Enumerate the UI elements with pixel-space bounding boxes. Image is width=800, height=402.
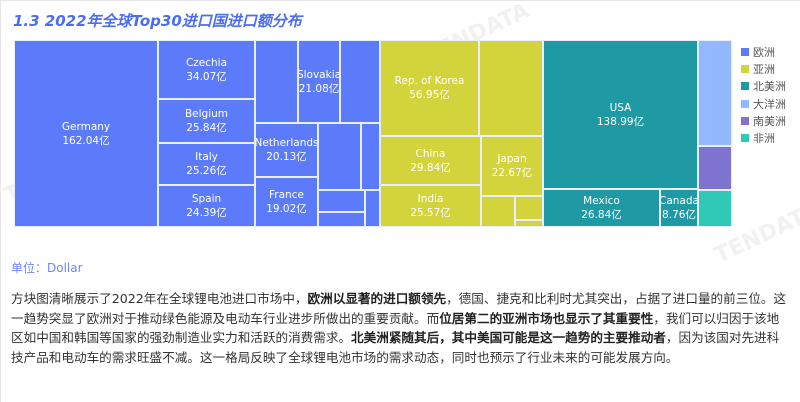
- cell-label: Belgium: [184, 108, 229, 120]
- treemap-cell[interactable]: China 29.84亿: [380, 136, 481, 185]
- legend-label: 北美洲: [753, 80, 786, 94]
- legend-swatch: [741, 82, 749, 91]
- chart-title: 1.3 2022年全球Top30进口国进口额分布: [13, 12, 302, 30]
- treemap-cell[interactable]: France 19.02亿: [255, 177, 318, 227]
- treemap-cell[interactable]: Czechia 34.07亿: [158, 40, 255, 99]
- cell-label: China: [415, 147, 446, 160]
- cell-label: USA: [609, 101, 632, 114]
- cell-value: 56.95亿: [409, 89, 450, 101]
- cell-value: 8.76亿: [662, 209, 696, 221]
- cell-value: 19.02亿: [266, 203, 307, 215]
- treemap-chart: Germany 162.04亿 Czechia 34.07亿 Belgium 25.84亿…: [1, 1, 800, 241]
- legend-label: 欧洲: [753, 45, 775, 59]
- treemap-cell[interactable]: [340, 40, 380, 123]
- cell-value: 24.39亿: [186, 207, 227, 219]
- treemap-cell[interactable]: [365, 190, 380, 227]
- treemap-cell[interactable]: Netherlands 20.13亿: [255, 123, 318, 177]
- cell-label: Rep. of Korea: [394, 75, 465, 87]
- treemap-cell[interactable]: Rep. of Korea 56.95亿: [380, 40, 479, 136]
- treemap-cell[interactable]: Italy 25.26亿: [158, 143, 255, 185]
- cell-value: 25.84亿: [186, 122, 227, 134]
- cell-label: Japan: [497, 153, 527, 165]
- treemap-cell[interactable]: [479, 40, 543, 136]
- legend-swatch: [741, 134, 749, 143]
- cell-label: Canada: [660, 195, 698, 207]
- treemap-cell[interactable]: Canada 8.76亿: [660, 189, 698, 227]
- legend-item[interactable]: 亚洲: [741, 60, 786, 77]
- cell-label: Spain: [191, 193, 222, 205]
- body-text: ，德国、捷克和比利时尤其突出，占据了进口量的前三位。这一趋势突显了欧洲对于推动绿…: [11, 291, 787, 326]
- legend-swatch: [741, 99, 749, 108]
- legend-swatch: [741, 116, 749, 125]
- cell-value: 29.84亿: [410, 161, 451, 174]
- treemap-cell[interactable]: [698, 146, 732, 190]
- treemap-cell[interactable]: Mexico 26.84亿: [543, 189, 660, 227]
- cell-label: Germany: [61, 120, 111, 133]
- treemap-cell[interactable]: [318, 212, 365, 227]
- cell-value: 21.08亿: [298, 82, 340, 95]
- treemap-cell[interactable]: [318, 190, 365, 212]
- treemap-cell[interactable]: [481, 196, 515, 227]
- treemap-cell[interactable]: [698, 190, 732, 227]
- treemap-cell[interactable]: Slovakia 21.08亿: [298, 40, 340, 123]
- legend-item[interactable]: 北美洲: [741, 78, 786, 95]
- treemap-cell[interactable]: [255, 40, 298, 123]
- cell-label: Czechia: [185, 56, 228, 69]
- treemap-cell[interactable]: [698, 40, 732, 146]
- description-text: 方块图清晰展示了2022年在全球锂电池进口市场中，欧洲以显著的进口额领先，德国、…: [11, 289, 791, 367]
- treemap-cell[interactable]: Japan 22.67亿: [481, 136, 543, 196]
- legend-swatch: [741, 47, 749, 56]
- legend-label: 非洲: [753, 132, 775, 146]
- treemap-cell[interactable]: Spain 24.39亿: [158, 185, 255, 227]
- cell-value: 138.99亿: [596, 115, 645, 128]
- legend-label: 南美洲: [753, 114, 786, 128]
- cell-label: Netherlands: [255, 137, 318, 149]
- treemap-cell[interactable]: [318, 123, 361, 190]
- unit-label: 单位：Dollar: [11, 261, 83, 275]
- legend-label: 大洋洲: [753, 97, 786, 111]
- legend-item[interactable]: 欧洲: [741, 43, 786, 60]
- cell-label: Italy: [195, 151, 218, 163]
- treemap-cell[interactable]: Germany 162.04亿: [14, 40, 158, 227]
- cell-label: India: [417, 193, 444, 205]
- cell-label: Mexico: [583, 195, 620, 207]
- legend: 欧洲亚洲北美洲大洋洲南美洲非洲: [741, 43, 786, 147]
- body-text: ，因为该国对先进科技产品和电动车的需求旺盛不减。这一格局反映了全球锂电池市场的需…: [11, 330, 780, 365]
- cell-value: 25.57亿: [410, 207, 451, 219]
- cell-value: 162.04亿: [62, 134, 110, 147]
- treemap-cell[interactable]: [515, 220, 543, 227]
- body-text: ，我们可以归因于该地区如中国和韩国等国家的强劲制造业实力和活跃的消费需求。: [11, 310, 780, 346]
- body-text: 方块图清晰展示了2022年在全球锂电池进口市场中，: [11, 291, 308, 306]
- treemap-cell[interactable]: India 25.57亿: [380, 185, 481, 227]
- treemap-cell[interactable]: USA 138.99亿: [543, 40, 698, 189]
- highlight-text: 欧洲以显著的进口额领先: [307, 291, 447, 306]
- cell-value: 22.67亿: [491, 167, 533, 179]
- highlight-text: 北美洲紧随其后，其中美国可能是这一趋势的主要推动者: [351, 330, 666, 345]
- legend-label: 亚洲: [753, 62, 775, 76]
- legend-item[interactable]: 南美洲: [741, 112, 786, 129]
- cell-value: 34.07亿: [186, 70, 227, 83]
- treemap-cell[interactable]: [361, 123, 380, 190]
- highlight-text: 位居第二的亚洲市场也显示了其重要性: [439, 310, 654, 326]
- legend-item[interactable]: 非洲: [741, 129, 786, 146]
- cell-value: 26.84亿: [581, 209, 622, 221]
- cell-label: Slovakia: [298, 68, 340, 81]
- legend-swatch: [741, 64, 749, 73]
- cell-value: 20.13亿: [266, 151, 307, 163]
- legend-item[interactable]: 大洋洲: [741, 95, 786, 112]
- treemap-cell[interactable]: Belgium 25.84亿: [158, 99, 255, 143]
- cell-label: France: [269, 189, 304, 201]
- treemap-cell[interactable]: [515, 196, 543, 220]
- cell-value: 25.26亿: [186, 165, 227, 177]
